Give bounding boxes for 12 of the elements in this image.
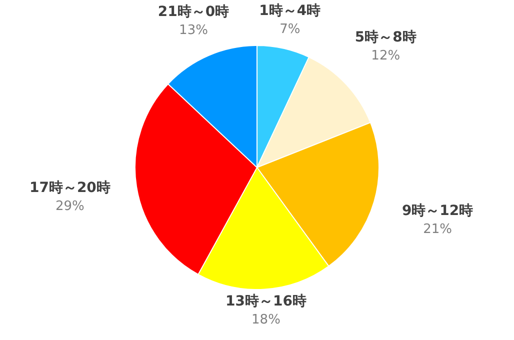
slice-label: 5時～8時 bbox=[354, 30, 416, 46]
slice-label: 17時～20時 bbox=[29, 180, 110, 196]
slice-label: 13時～16時 bbox=[226, 293, 306, 310]
data-label: 12% bbox=[371, 48, 400, 64]
data-label: 7% bbox=[280, 22, 300, 38]
data-label: 18% bbox=[252, 312, 280, 328]
slice-label: 9時～12時 bbox=[402, 202, 474, 219]
data-label: 21% bbox=[423, 222, 452, 237]
data-label: 13% bbox=[179, 22, 208, 38]
data-label: 29% bbox=[55, 199, 84, 214]
slice-label: 21時～0時 bbox=[158, 4, 230, 20]
slice-label: 1時～4時 bbox=[259, 3, 321, 20]
